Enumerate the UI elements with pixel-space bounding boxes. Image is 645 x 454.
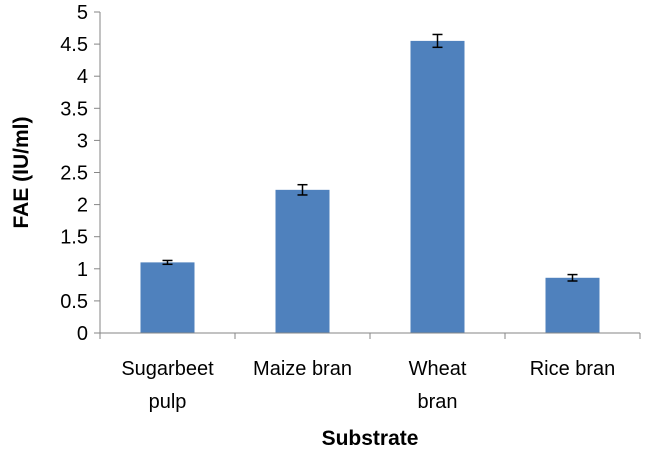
y-tick-label-7: 3.5 [60,98,88,120]
x-category-line-2-1: bran [417,391,457,413]
x-category-line-0-1: pulp [149,391,187,413]
y-tick-label-0: 0 [77,323,88,345]
y-tick-labels: 0 0.5 1 1.5 2 2.5 3 3.5 4 4.5 5 [60,2,88,345]
x-category-labels: Sugarbeet pulp Maize bran Wheat bran Rice bra… [121,358,615,413]
y-tick-label-5: 2.5 [60,163,88,185]
y-tick-label-10: 5 [77,2,88,24]
y-tick-label-4: 2 [77,195,88,217]
y-tick-label-8: 4 [77,66,88,88]
x-category-line-0-0: Sugarbeet [121,358,214,380]
y-tick-label-1: 0.5 [60,291,88,313]
y-tick-label-3: 1.5 [60,227,88,249]
bar-3 [545,277,600,333]
error-bars-group [162,33,578,282]
x-category-line-3-0: Rice bran [530,358,616,380]
bar-0 [140,262,195,333]
x-category-label-3: Rice bran [530,358,616,380]
y-tick-label-2: 1 [77,259,88,281]
x-category-label-0: Sugarbeet pulp [121,358,214,413]
y-tick-label-6: 3 [77,130,88,152]
axes-group [94,11,641,339]
x-axis-title: Substrate [322,427,419,450]
bar-2 [410,40,465,333]
bar-1 [275,189,330,333]
x-category-label-2: Wheat bran [409,358,467,413]
x-category-label-1: Maize bran [253,358,352,380]
x-category-line-1-0: Maize bran [253,358,352,380]
bars-group [140,40,600,333]
y-tick-label-9: 4.5 [60,34,88,56]
x-category-line-2-0: Wheat [409,358,467,380]
y-axis-title: FAE (IU/ml) [10,116,33,228]
